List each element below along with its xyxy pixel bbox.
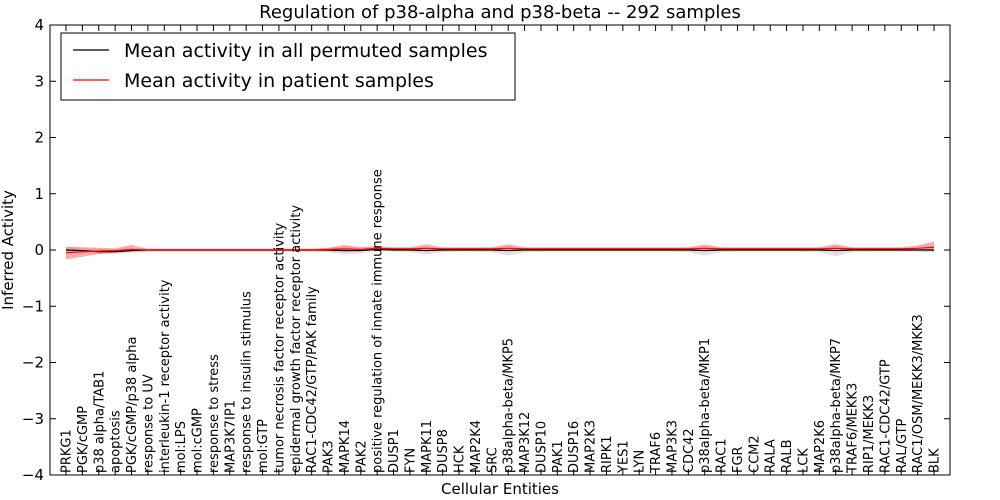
x-tick-label: RAC1-CDC42/GTP [878, 359, 893, 473]
y-tick-label: −2 [22, 354, 44, 372]
x-tick-label: response to UV [141, 374, 156, 473]
legend-label-patient: Mean activity in patient samples [124, 70, 434, 92]
y-tick-label: 3 [34, 72, 44, 90]
x-tick-label: CDC42 [682, 428, 697, 473]
x-tick-label: PGK/cGMP [76, 406, 91, 473]
x-tick-label: MAP2K3 [584, 420, 599, 473]
x-tick-label: mol:cGMP [191, 408, 206, 473]
x-tick-label: HCK [453, 445, 468, 473]
x-tick-label: RAC1/OSM/MEKK3/MKK3 [911, 314, 926, 473]
legend: Mean activity in all permuted samples Me… [60, 32, 516, 101]
x-tick-label: mol:LPS [174, 421, 189, 473]
x-tick-label: PAK2 [354, 440, 369, 473]
x-tick-label: SRC [485, 447, 500, 473]
x-tick-label: LCK [796, 448, 811, 473]
x-tick-label: MAP3K12 [518, 412, 533, 473]
x-tick-label: RAC1 [715, 438, 730, 473]
x-tick-label: MAPK14 [338, 420, 353, 473]
x-tick-label: p38alpha-beta/MKP7 [829, 338, 844, 473]
y-tick-label: −3 [22, 410, 44, 428]
x-tick-label: PAK1 [551, 440, 566, 473]
x-tick-label: RAC1-CDC42/GTP/PAK family [305, 286, 320, 473]
x-tick-label: CCM2 [747, 435, 762, 473]
x-tick-label: MAP3K7IP1 [223, 400, 238, 473]
x-tick-label: PGK/cGMP/p38 alpha [125, 337, 140, 473]
y-tick-label: 2 [34, 129, 44, 147]
x-tick-label: apoptosis [109, 410, 124, 473]
x-tick-label: interleukin-1 receptor activity [158, 279, 173, 473]
x-axis-label: Cellular Entities [441, 480, 559, 498]
y-tick-label: 4 [34, 16, 44, 34]
x-tick-label: MAPK11 [420, 420, 435, 473]
x-tick-label: FYN [403, 448, 418, 473]
y-tick-label: 0 [34, 241, 44, 259]
y-tick-labels: −4 −3 −2 −1 0 1 2 3 4 [22, 16, 44, 484]
x-tick-label: LYN [633, 450, 648, 473]
x-tick-label: MAP3K3 [665, 420, 680, 473]
series-line-1 [65, 246, 935, 254]
x-tick-label: response to stress [207, 354, 222, 473]
x-tick-label: p38alpha-beta/MKP5 [502, 338, 517, 473]
x-tick-label: DUSP8 [436, 429, 451, 473]
x-tick-label: response to insulin stimulus [240, 291, 255, 473]
x-tick-label: RAL/GTP [895, 418, 910, 473]
x-tick-label: mol:GTP [256, 419, 271, 473]
legend-label-permuted: Mean activity in all permuted samples [124, 40, 487, 62]
x-tick-labels: PRKG1 PGK/cGMP p38 alpha/TAB1 apoptosis PGK/… [60, 169, 943, 474]
x-tick-label: PAK3 [322, 440, 337, 473]
x-tick-label: DUSP16 [567, 421, 582, 473]
x-tick-label: DUSP10 [534, 421, 549, 473]
y-tick-label: 1 [34, 185, 44, 203]
chart-title: Regulation of p38-alpha and p38-beta -- … [259, 2, 741, 23]
x-tick-label: RIP1/MEKK3 [862, 395, 877, 473]
y-tick-label: −4 [22, 466, 44, 484]
x-tick-label: p38 alpha/TAB1 [92, 371, 107, 473]
axis-ticks-layer [50, 24, 950, 476]
y-tick-label: −1 [22, 297, 44, 315]
x-tick-label: RALB [780, 439, 795, 473]
x-tick-label: p38alpha-beta/MKP1 [698, 338, 713, 473]
x-tick-label: RIPK1 [600, 435, 615, 473]
x-tick-label: TRAF6/MEKK3 [846, 383, 861, 474]
y-axis-label: Inferred Activity [0, 190, 17, 310]
x-tick-label: MAP2K4 [469, 420, 484, 473]
legend-box [60, 32, 516, 101]
x-tick-label: DUSP1 [387, 429, 402, 473]
x-tick-label: FGR [731, 446, 746, 473]
x-tick-label: YES1 [616, 440, 631, 474]
x-tick-label: PRKG1 [60, 429, 75, 473]
x-tick-label: MAP2K6 [813, 420, 828, 473]
x-tick-label: epidermal growth factor receptor activit… [289, 205, 304, 473]
x-tick-label: BLK [928, 448, 943, 473]
x-tick-label: TRAF6 [649, 432, 664, 474]
x-tick-label: tumor necrosis factor receptor activity [272, 222, 287, 473]
x-tick-label: RALA [764, 439, 779, 473]
series-lines-layer [65, 246, 935, 254]
x-tick-label: positive regulation of innate immune res… [371, 169, 386, 473]
